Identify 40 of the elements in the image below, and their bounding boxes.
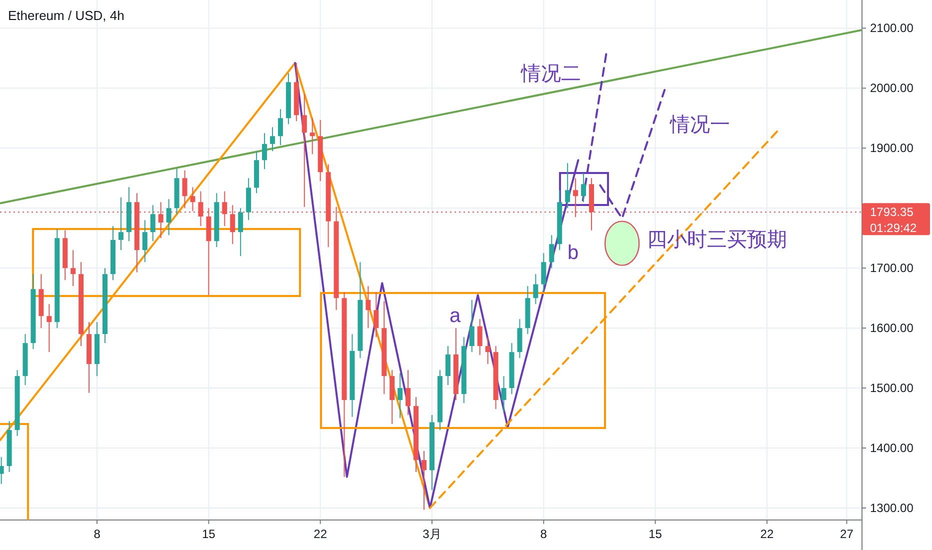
text: 01:29:42 — [870, 221, 918, 236]
annotation: b — [567, 242, 579, 264]
candlestick — [517, 318, 522, 359]
ref-line-label: 1793.35 — [870, 205, 914, 220]
candlestick — [374, 292, 379, 338]
candlestick — [501, 376, 506, 413]
title: Ethereum / USD, 4h — [8, 8, 124, 23]
candlestick — [390, 370, 395, 425]
candlestick — [166, 198, 172, 236]
candlestick — [398, 372, 403, 419]
candlestick — [469, 299, 474, 353]
candlestick — [406, 370, 411, 416]
candlestick — [182, 170, 188, 209]
candlestick — [549, 234, 554, 269]
candlestick — [581, 172, 586, 203]
candlestick — [142, 220, 148, 263]
annotation: 情况二 — [521, 63, 581, 85]
candlestick — [477, 318, 482, 356]
annotation: 情况一 — [670, 114, 730, 136]
candlestick — [533, 274, 538, 305]
candlestick — [262, 132, 268, 170]
candlestick — [310, 118, 315, 155]
candlestick — [366, 286, 371, 329]
candlestick — [238, 208, 244, 257]
candlestick — [278, 108, 283, 146]
candlestick — [270, 126, 275, 152]
annotation: a — [449, 305, 461, 327]
candlestick — [118, 196, 124, 251]
candlestick — [302, 94, 307, 208]
candlestick — [46, 304, 52, 353]
candlestick — [70, 250, 76, 287]
annotation: 四小时三买预期 — [647, 229, 787, 251]
candlestick — [485, 336, 490, 365]
candlestick — [150, 204, 156, 242]
candlestick — [541, 252, 546, 293]
candlestick — [190, 186, 196, 212]
candlestick — [445, 346, 450, 386]
candlestick — [565, 162, 570, 209]
candlestick — [0, 456, 4, 485]
candlestick — [422, 450, 427, 510]
